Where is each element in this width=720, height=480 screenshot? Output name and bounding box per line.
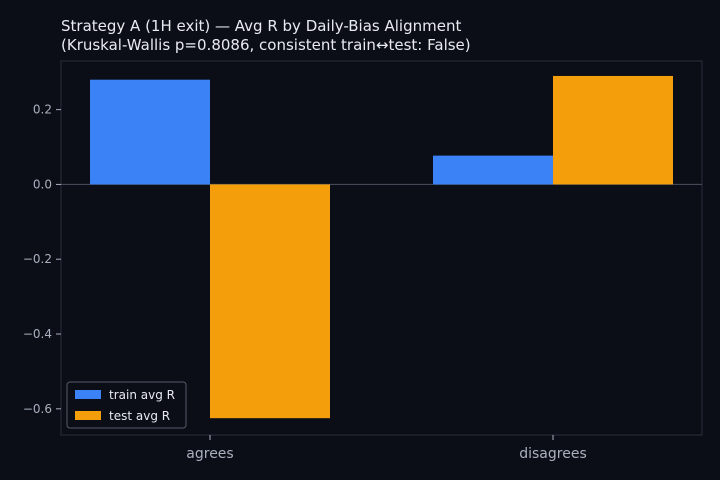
y-tick-label: 0.2 — [33, 103, 52, 117]
bar-train-agrees — [90, 79, 210, 185]
y-tick-label: −0.4 — [23, 327, 52, 341]
plot-frame — [60, 60, 703, 436]
y-tick-label: −0.2 — [23, 252, 52, 266]
legend-label-train: train avg R — [109, 388, 175, 402]
legend-label-test: test avg R — [109, 409, 170, 423]
x-tick-label-disagrees: disagrees — [519, 446, 587, 462]
bar-test-disagrees — [553, 75, 673, 185]
chart-subtitle: (Kruskal-Wallis p=0.8086, consistent tra… — [61, 36, 471, 54]
x-tick-label-agrees: agrees — [186, 446, 233, 462]
chart-title: Strategy A (1H exit) — Avg R by Daily-Bi… — [61, 17, 461, 35]
legend-swatch-test — [75, 411, 101, 420]
bar-test-agrees — [210, 184, 330, 419]
y-tick-label: −0.6 — [23, 402, 52, 416]
bar-train-disagrees — [433, 155, 553, 185]
legend-swatch-train — [75, 390, 101, 399]
y-tick-label: 0.0 — [33, 177, 52, 191]
